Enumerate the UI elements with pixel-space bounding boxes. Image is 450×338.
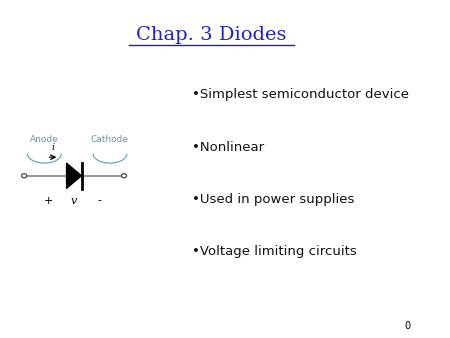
- Text: v: v: [71, 196, 77, 206]
- Text: •Voltage limiting circuits: •Voltage limiting circuits: [193, 245, 357, 258]
- Text: •Nonlinear: •Nonlinear: [193, 141, 265, 153]
- Polygon shape: [67, 163, 81, 189]
- Circle shape: [122, 174, 126, 178]
- Text: Chap. 3 Diodes: Chap. 3 Diodes: [136, 26, 287, 45]
- Text: •Used in power supplies: •Used in power supplies: [193, 193, 355, 206]
- Text: Anode: Anode: [30, 135, 59, 144]
- Circle shape: [22, 174, 27, 178]
- Text: -: -: [98, 196, 101, 206]
- Text: 0: 0: [404, 321, 410, 331]
- Text: i: i: [51, 143, 54, 152]
- Text: +: +: [44, 196, 54, 206]
- Text: Cathode: Cathode: [91, 135, 129, 144]
- Text: •Simplest semiconductor device: •Simplest semiconductor device: [193, 88, 410, 101]
